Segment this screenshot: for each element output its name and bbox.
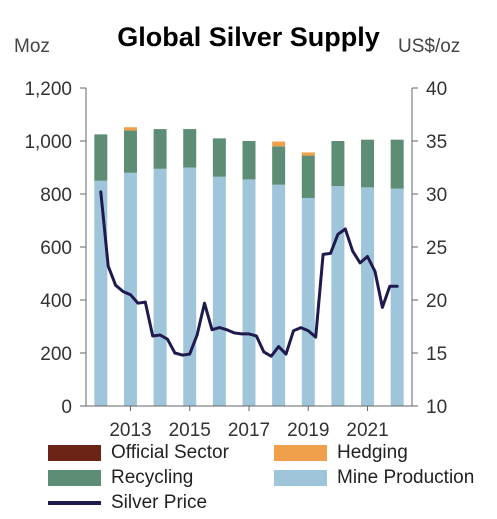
legend-label-official-sector: Official Sector [111, 442, 229, 463]
left-tick-label: 400 [40, 291, 72, 312]
right-tick-label: 15 [426, 344, 447, 365]
bars-group [94, 127, 404, 406]
bar-mine-production-2022 [390, 188, 404, 406]
x-tick-label-2021: 2021 [346, 420, 388, 441]
legend-item-official-sector: Official Sector [48, 442, 229, 464]
chart-title: Global Silver Supply [117, 22, 380, 52]
bar-mine-production-2015 [183, 167, 197, 406]
right-tick-label: 35 [426, 132, 447, 153]
bar-hedging-2013 [123, 127, 137, 131]
left-tick-label: 800 [40, 185, 72, 206]
bar-recycling-2012 [94, 134, 108, 181]
legend-swatch-recycling [48, 470, 101, 486]
axes-group: 0 10 200 15 400 20 600 25 800 30 1,000 35 1,200 40 201… [24, 79, 447, 441]
bar-recycling-2013 [123, 130, 137, 173]
bar-hedging-2019 [301, 152, 315, 156]
legend-item-hedging: Hedging [274, 442, 408, 464]
x-tick-label-2013: 2013 [109, 420, 151, 441]
bar-mine-production-2019 [301, 197, 315, 406]
left-axis-unit: Moz [14, 36, 50, 57]
bar-hedging-2018 [272, 141, 286, 147]
right-tick-label: 40 [426, 79, 447, 100]
bar-recycling-2016 [212, 138, 226, 177]
legend-swatch-mine-production [274, 470, 327, 486]
legend-swatch-official-sector [48, 445, 101, 461]
right-tick-label: 30 [426, 185, 447, 206]
left-tick-label: 0 [61, 397, 72, 418]
right-tick-label: 25 [426, 238, 447, 259]
legend-swatch-silver-price [48, 501, 101, 505]
right-tick-label: 10 [426, 397, 447, 418]
x-tick-label-2015: 2015 [169, 420, 211, 441]
bar-recycling-2014 [153, 129, 167, 169]
bar-mine-production-2018 [272, 184, 286, 406]
legend-label-silver-price: Silver Price [111, 492, 208, 513]
bar-mine-production-2012 [94, 180, 108, 406]
bar-recycling-2019 [301, 155, 315, 198]
legend-swatch-hedging [274, 445, 327, 461]
bar-recycling-2020 [331, 141, 345, 187]
bar-mine-production-2014 [153, 168, 167, 406]
bar-mine-production-2013 [123, 172, 137, 406]
right-axis-unit: US$/oz [398, 36, 461, 57]
bar-mine-production-2021 [361, 187, 375, 406]
silver-price-line [99, 190, 399, 358]
legend-item-recycling: Recycling [48, 467, 193, 489]
legend-label-mine-production: Mine Production [337, 467, 475, 488]
bar-recycling-2017 [242, 141, 256, 180]
right-tick-label: 20 [426, 291, 447, 312]
bar-recycling-2018 [272, 146, 286, 185]
x-tick-label-2017: 2017 [228, 420, 270, 441]
legend-item-mine-production: Mine Production [274, 467, 474, 489]
left-tick-label: 600 [40, 238, 72, 259]
bar-recycling-2015 [183, 129, 197, 168]
legend-item-silver-price: Silver Price [48, 492, 207, 514]
legend-label-recycling: Recycling [111, 467, 194, 488]
x-tick-label-2019: 2019 [287, 420, 329, 441]
bar-mine-production-2020 [331, 186, 345, 406]
left-tick-label: 200 [40, 344, 72, 365]
bar-recycling-2021 [361, 139, 375, 188]
bar-mine-production-2016 [212, 176, 226, 406]
price-line-group [99, 190, 399, 358]
bar-mine-production-2017 [242, 179, 256, 406]
legend-label-hedging: Hedging [337, 442, 408, 463]
left-tick-label: 1,000 [24, 132, 72, 153]
bar-recycling-2022 [390, 139, 404, 189]
left-tick-label: 1,200 [24, 79, 72, 100]
